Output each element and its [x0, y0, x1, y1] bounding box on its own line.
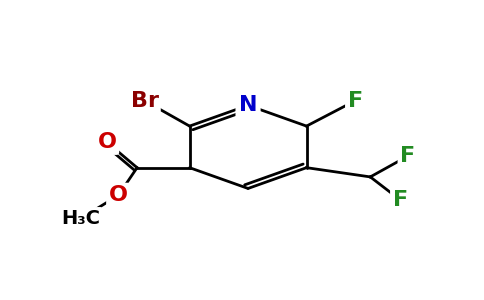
Text: O: O: [109, 185, 128, 206]
Text: F: F: [393, 190, 408, 210]
Text: F: F: [348, 91, 363, 111]
Text: H₃C: H₃C: [61, 209, 100, 228]
Text: Br: Br: [131, 91, 159, 111]
Text: N: N: [239, 95, 257, 115]
Text: O: O: [98, 132, 117, 152]
Text: F: F: [400, 146, 415, 166]
